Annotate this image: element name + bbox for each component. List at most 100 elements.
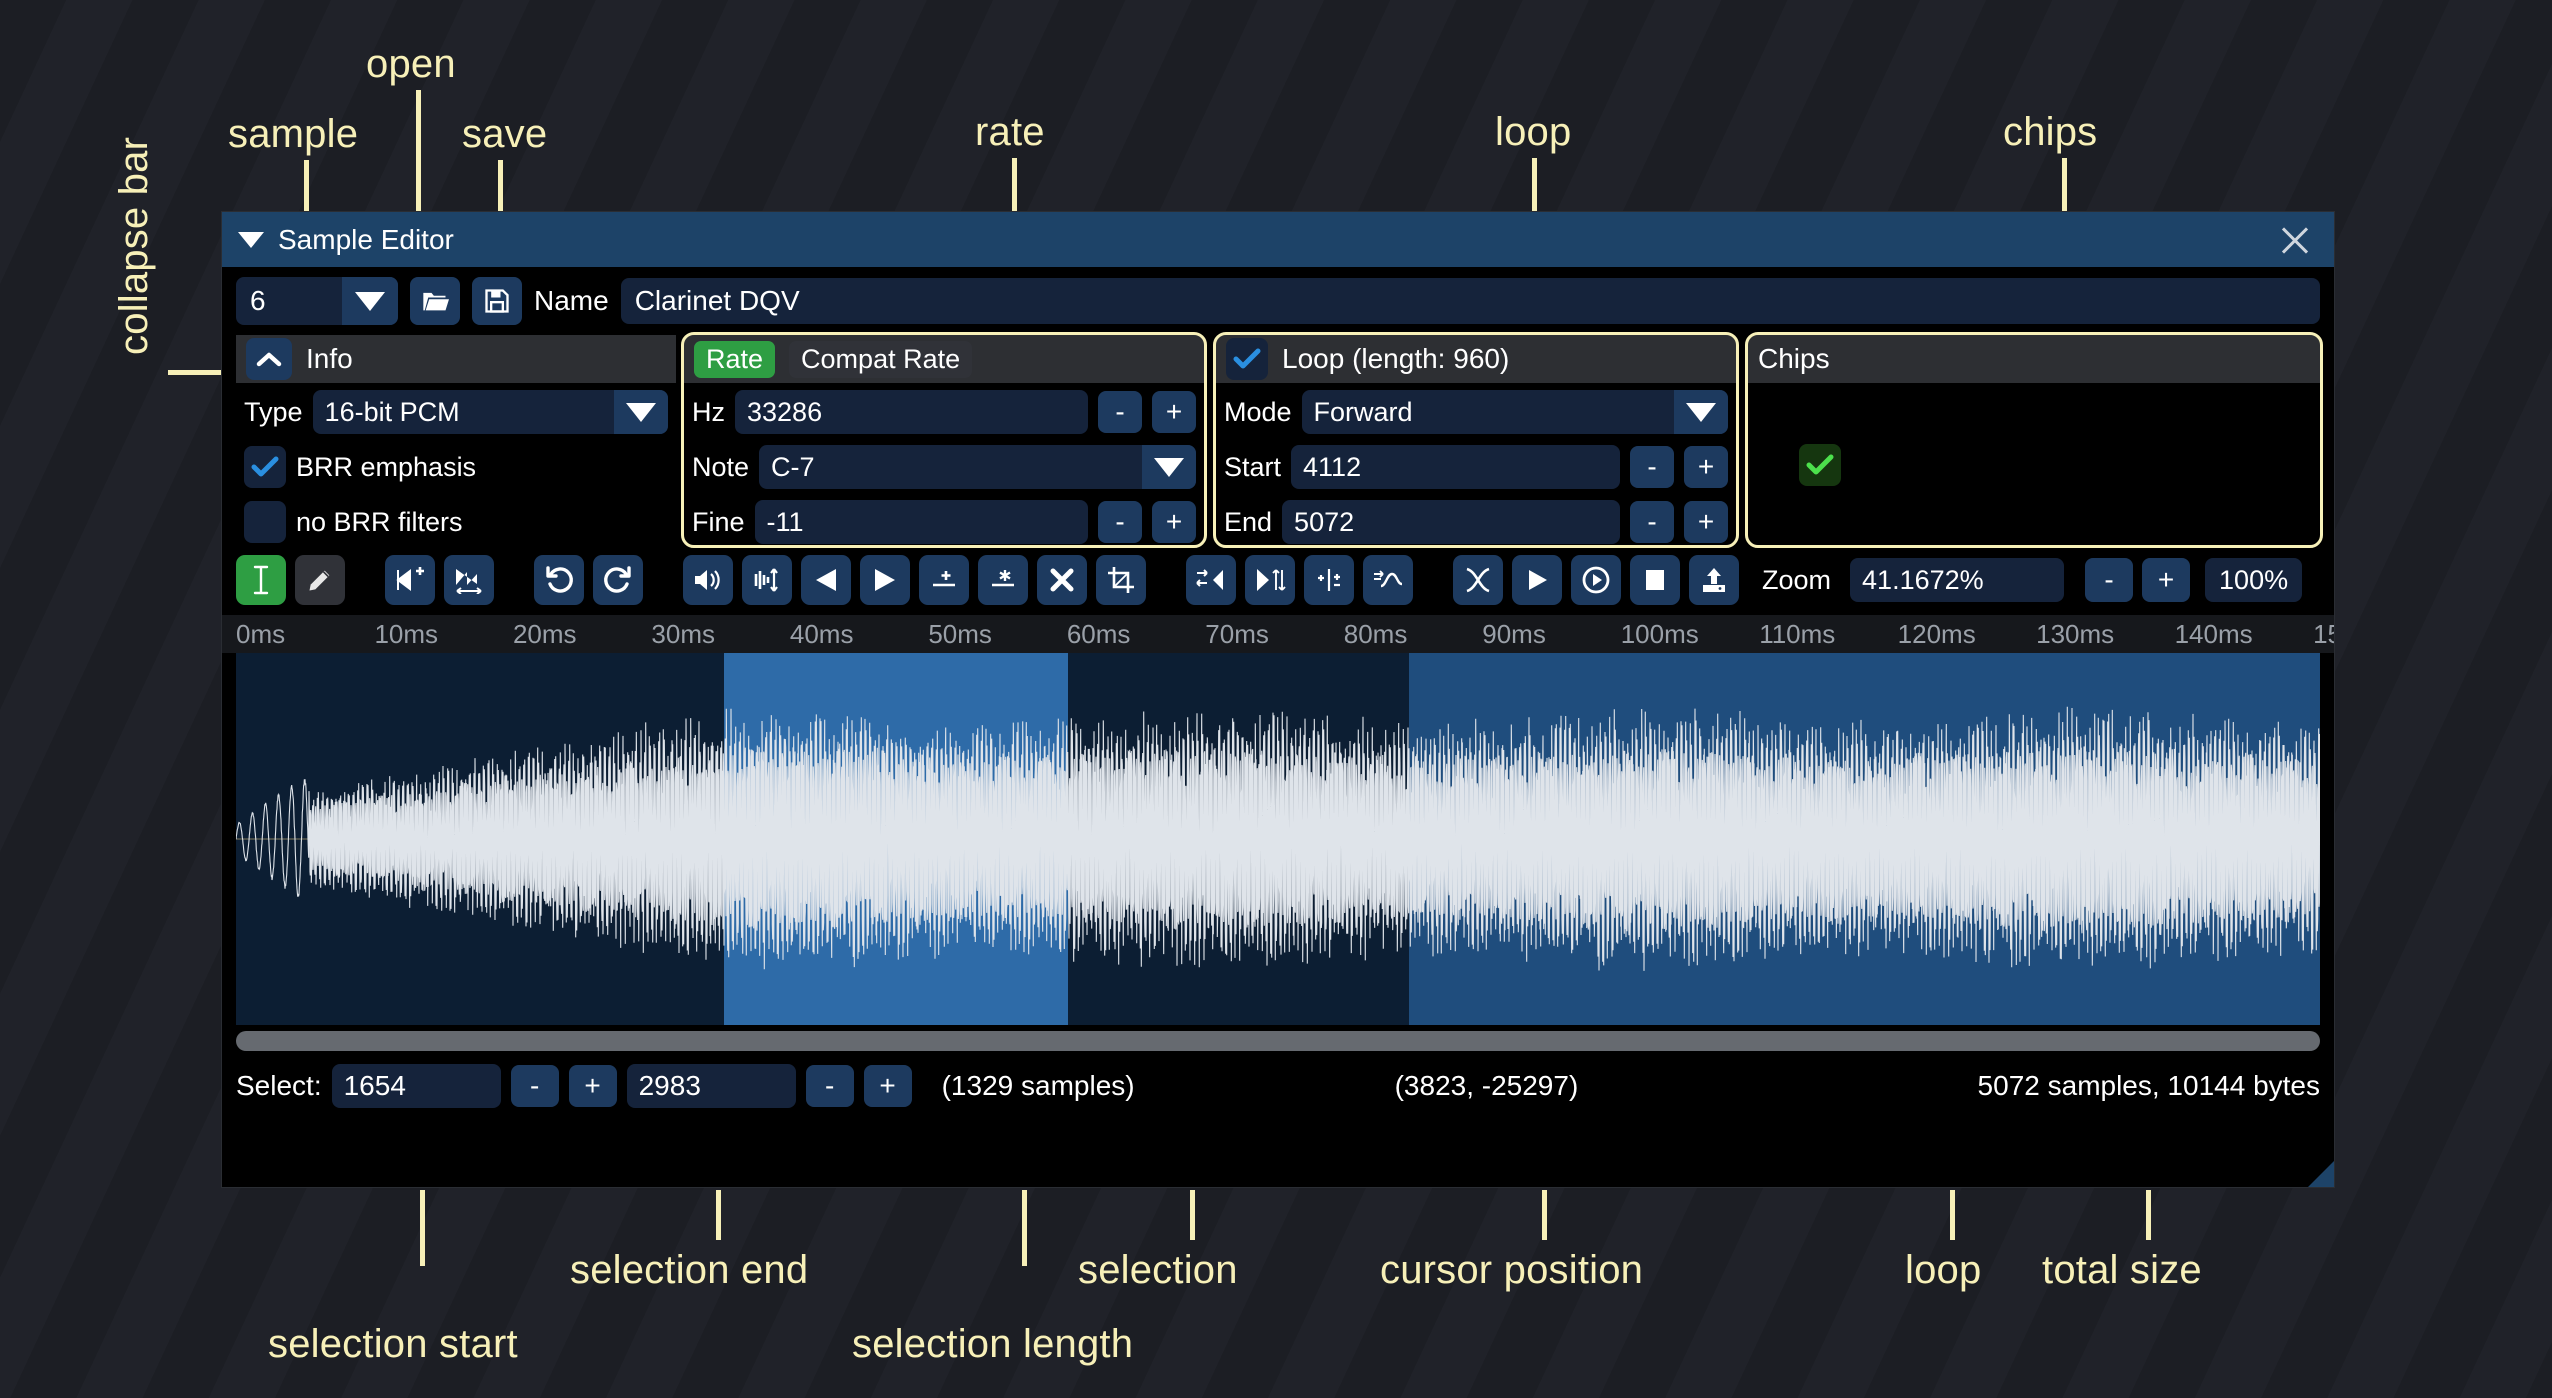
- annotation-selection: selection: [1078, 1248, 1238, 1292]
- rate-mode-button[interactable]: Rate: [694, 340, 776, 378]
- loop-start-input[interactable]: 4112: [1291, 445, 1620, 489]
- folder-open-icon[interactable]: [410, 277, 460, 325]
- panels-row: Info Type 16-bit PCM BRR emphasis: [222, 332, 2334, 548]
- annotation-leader-open: [416, 90, 421, 302]
- chip-a-1-checkbox[interactable]: [1798, 444, 1841, 486]
- fine-input[interactable]: -11: [754, 500, 1088, 544]
- loop-end-plus-button[interactable]: +: [1684, 501, 1728, 543]
- line-plus-icon[interactable]: [919, 555, 969, 605]
- selection-start-input[interactable]: 1654: [331, 1064, 501, 1108]
- loop-enabled-checkbox[interactable]: [1226, 338, 1268, 380]
- fine-plus-button[interactable]: +: [1152, 501, 1196, 543]
- chevron-down-icon[interactable]: [614, 390, 668, 434]
- chevron-down-icon[interactable]: [1674, 390, 1728, 434]
- zoom-label: Zoom: [1762, 564, 1832, 595]
- chevron-up-icon[interactable]: [246, 338, 292, 380]
- close-icon[interactable]: [2278, 223, 2312, 257]
- wave-plus-icon[interactable]: [385, 555, 435, 605]
- hz-plus-button[interactable]: +: [1152, 391, 1196, 433]
- selection-start-plus-button[interactable]: +: [568, 1065, 617, 1107]
- brr-emphasis-row[interactable]: BRR emphasis: [244, 444, 668, 490]
- fine-minus-button[interactable]: -: [1098, 501, 1142, 543]
- chevron-down-icon[interactable]: [1142, 445, 1196, 489]
- select-label: Select:: [236, 1070, 322, 1101]
- hz-input[interactable]: 33286: [735, 390, 1088, 434]
- selection-end-minus-button[interactable]: -: [805, 1065, 854, 1107]
- wave-updown-icon[interactable]: [742, 555, 792, 605]
- play-circle-icon[interactable]: [1571, 555, 1621, 605]
- sample-toolbar-row: 6 Name Clarinet DQV: [222, 267, 2334, 335]
- resize-handle[interactable]: [2308, 1161, 2334, 1187]
- annotation-collapse-bar: collapse bar: [112, 136, 156, 355]
- annotation-leader-selection-end: [716, 1190, 721, 1240]
- annotation-save: save: [462, 112, 548, 156]
- info-panel-body: Type 16-bit PCM BRR emphasis no BRR filt…: [236, 383, 676, 545]
- window-titlebar: Sample Editor: [222, 212, 2334, 267]
- plus-minus-icon[interactable]: [1304, 555, 1354, 605]
- floppy-save-icon[interactable]: [472, 277, 522, 325]
- line-star-icon[interactable]: [978, 555, 1028, 605]
- play-icon[interactable]: [1512, 555, 1562, 605]
- annotation-cursor-position: cursor position: [1380, 1248, 1644, 1292]
- filter-curve-icon[interactable]: [1363, 555, 1413, 605]
- annotation-leader-cursor-position: [1542, 1190, 1547, 1240]
- type-select[interactable]: 16-bit PCM: [312, 390, 668, 434]
- stop-icon[interactable]: [1630, 555, 1680, 605]
- hz-label: Hz: [692, 396, 725, 427]
- i-beam-icon[interactable]: [236, 555, 286, 605]
- pencil-icon[interactable]: [295, 555, 345, 605]
- undo-icon[interactable]: [534, 555, 584, 605]
- horizontal-scrollbar[interactable]: [236, 1031, 2320, 1051]
- x-icon[interactable]: [1037, 555, 1087, 605]
- loop-end-input[interactable]: 5072: [1282, 500, 1620, 544]
- waveform-display[interactable]: [236, 653, 2320, 1025]
- redo-icon[interactable]: [593, 555, 643, 605]
- annotation-open: open: [366, 42, 456, 86]
- fade-out-icon[interactable]: [860, 555, 910, 605]
- reverse-icon[interactable]: [1186, 555, 1236, 605]
- annotation-loop-bottom: loop: [1905, 1248, 1982, 1292]
- wave-arrows-icon[interactable]: [444, 555, 494, 605]
- type-value: 16-bit PCM: [324, 396, 460, 427]
- loop-panel-header: Loop (length: 960): [1216, 335, 1736, 383]
- loop-end-minus-button[interactable]: -: [1630, 501, 1674, 543]
- loop-panel-title: Loop (length: 960): [1282, 343, 1510, 374]
- fade-in-icon[interactable]: [801, 555, 851, 605]
- zoom-minus-button[interactable]: -: [2085, 558, 2134, 602]
- compat-rate-button[interactable]: Compat Rate: [789, 340, 973, 378]
- triangle-down-icon[interactable]: [238, 231, 264, 248]
- loop-start-plus-button[interactable]: +: [1684, 446, 1728, 488]
- annotation-loop-top: loop: [1495, 110, 1572, 154]
- zoom-input[interactable]: 41.1672%: [1850, 558, 2065, 602]
- zoom-plus-button[interactable]: +: [2142, 558, 2191, 602]
- brr-emphasis-checkbox[interactable]: [244, 446, 286, 488]
- crop-icon[interactable]: [1096, 555, 1146, 605]
- hz-row: Hz 33286 - +: [692, 389, 1196, 435]
- sample-select[interactable]: 6: [236, 277, 398, 325]
- crossfade-icon[interactable]: [1453, 555, 1503, 605]
- loop-start-row: Start 4112 - +: [1224, 444, 1728, 490]
- note-select[interactable]: C-7: [759, 445, 1196, 489]
- name-label: Name: [534, 285, 609, 316]
- sample-name-input[interactable]: Clarinet DQV: [620, 278, 2320, 324]
- invert-icon[interactable]: [1245, 555, 1295, 605]
- chevron-down-icon[interactable]: [342, 277, 398, 325]
- loop-start-minus-button[interactable]: -: [1630, 446, 1674, 488]
- upload-icon[interactable]: [1689, 555, 1739, 605]
- ruler-tick: 60ms: [1066, 619, 1131, 649]
- zoom-reset-button[interactable]: 100%: [2205, 558, 2303, 602]
- speaker-icon[interactable]: [683, 555, 733, 605]
- selection-start-minus-button[interactable]: -: [510, 1065, 559, 1107]
- no-brr-filters-row[interactable]: no BRR filters: [244, 499, 668, 545]
- no-brr-filters-checkbox[interactable]: [244, 501, 286, 543]
- time-ruler[interactable]: 0ms 10ms 20ms 30ms 40ms 50ms 60ms 70ms 80ms 90ms 1…: [222, 615, 2334, 653]
- info-panel-header: Info: [236, 335, 676, 383]
- no-brr-filters-label: no BRR filters: [296, 506, 463, 537]
- selection-end-plus-button[interactable]: +: [863, 1065, 912, 1107]
- editor-toolbar: Zoom 41.1672% - + 100%: [222, 545, 2334, 615]
- selection-end-input[interactable]: 2983: [626, 1064, 796, 1108]
- loop-mode-label: Mode: [1224, 396, 1292, 427]
- hz-minus-button[interactable]: -: [1098, 391, 1142, 433]
- chips-panel-body: 1 A: [1748, 383, 2320, 545]
- loop-mode-select[interactable]: Forward: [1301, 390, 1728, 434]
